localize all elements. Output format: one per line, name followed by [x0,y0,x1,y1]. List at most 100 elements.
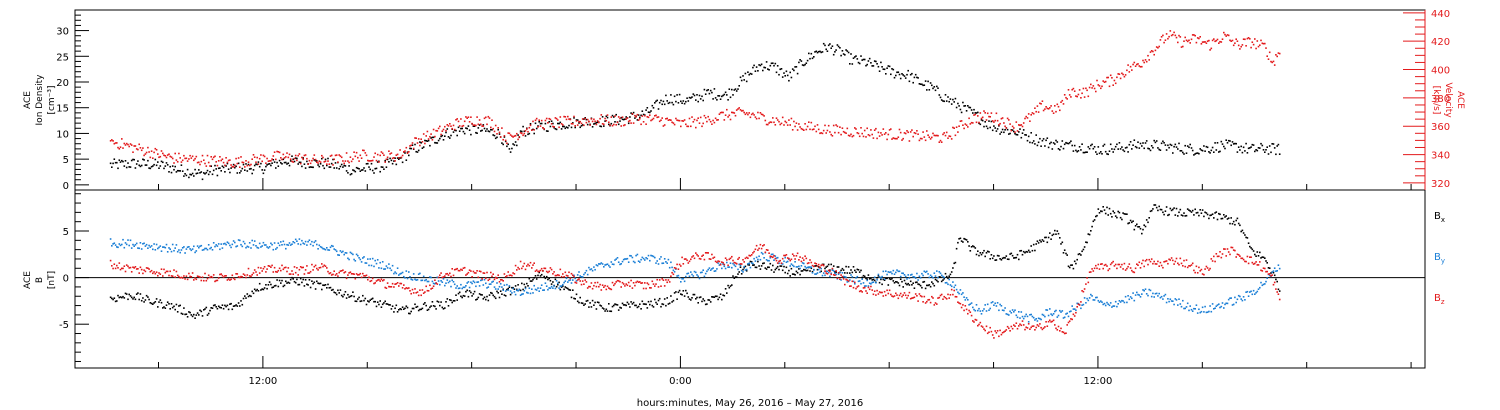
data-point [414,143,416,146]
data-point [1068,310,1071,313]
data-point [808,262,810,264]
data-point [809,259,811,261]
data-point [523,290,526,292]
data-point [645,287,647,290]
data-point [1045,309,1047,311]
data-point [897,282,900,284]
data-point [1041,328,1044,331]
data-point [1219,150,1221,153]
data-point [660,256,662,258]
data-point [239,172,241,174]
data-point [857,269,860,271]
data-point [873,60,876,62]
data-point [324,248,327,251]
data-point [1229,297,1231,299]
data-point [789,71,791,74]
data-point [378,161,380,163]
data-point [877,293,880,295]
data-point [445,129,447,132]
data-point [836,266,839,268]
data-point [455,287,457,289]
data-point [286,243,288,246]
data-point [1234,249,1236,252]
data-point [1052,142,1055,144]
data-point [403,151,405,153]
top-left-tick-label: 20 [56,78,69,89]
data-point [1246,237,1249,239]
data-point [316,267,318,270]
data-point [964,299,967,301]
field-series-by [109,238,1281,323]
data-point [890,73,892,76]
data-point [662,262,665,264]
data-point [855,277,857,279]
data-point [897,270,900,273]
data-point [268,160,271,162]
data-point [641,282,644,284]
data-point [193,245,195,248]
data-point [560,275,563,278]
data-point [1203,273,1205,276]
data-point [574,277,576,280]
data-point [323,161,326,163]
data-point [1111,216,1113,218]
data-point [702,254,704,256]
data-point [593,304,595,306]
data-point [517,266,519,269]
data-point [1070,318,1072,320]
data-point [452,131,455,133]
data-point [880,61,882,64]
data-point [1011,309,1014,311]
data-point [185,275,188,277]
data-point [1211,39,1214,42]
data-point [450,285,452,288]
data-point [962,292,964,294]
data-point [943,276,945,279]
data-point [899,131,902,134]
data-point [472,270,475,273]
data-point [1019,124,1021,127]
data-point [1131,148,1133,150]
data-point [1241,299,1244,302]
data-point [1011,125,1014,128]
data-point [753,257,755,260]
data-point [733,89,736,91]
data-point [882,295,885,297]
data-point [984,112,986,114]
data-point [891,295,893,297]
data-point [460,118,462,120]
data-point [376,161,379,163]
data-point [688,260,691,263]
data-point [485,130,487,132]
data-point [975,319,978,321]
data-point [928,284,931,286]
data-point [731,88,733,91]
data-point [255,289,257,292]
data-point [570,122,573,125]
data-point [677,102,680,104]
data-point [258,282,261,285]
data-point [702,99,704,102]
data-point [512,272,514,274]
data-point [844,283,846,286]
data-point [132,158,134,161]
data-point [745,268,748,271]
data-point [1057,148,1060,150]
data-point [199,276,201,278]
data-point [926,270,928,273]
data-point [137,148,139,151]
data-point [553,271,555,273]
data-point [1211,146,1214,149]
data-point [1247,262,1250,265]
data-point [347,257,349,260]
data-point [722,294,724,296]
data-point [180,312,183,315]
data-point [867,60,870,62]
data-point [639,303,641,305]
data-point [1067,142,1070,145]
data-point [424,139,426,142]
data-point [490,283,492,285]
data-point [570,126,573,129]
data-point [301,156,303,159]
data-point [978,307,980,310]
